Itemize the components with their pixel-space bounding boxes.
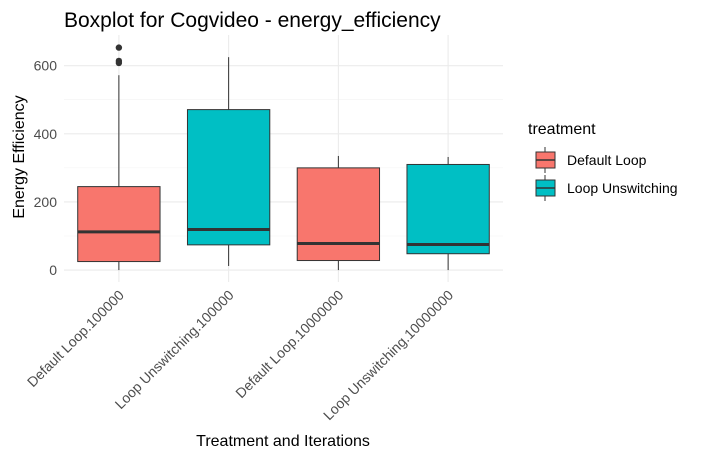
y-tick-label: 200 [34,194,58,210]
y-tick-label: 400 [34,126,58,142]
box-iqr [296,167,381,262]
y-tick-label: 600 [34,58,58,74]
box-iqr [186,109,271,246]
box-3 [406,156,490,271]
legend-title: treatment [528,121,596,138]
x-tick-label: Default Loop.100000 [24,287,127,390]
box-iqr [406,163,490,255]
x-tick-label: Loop Unswitching.10000000 [320,287,456,423]
x-axis-title: Treatment and Iterations [196,433,370,450]
box-iqr [77,186,161,263]
x-tick-label: Loop Unswitching.100000 [112,287,237,412]
legend-label: Loop Unswitching [567,180,678,196]
x-tick-label: Default Loop.10000000 [232,287,346,401]
outlier-point [115,44,123,51]
legend-item-1: Loop Unswitching [535,175,678,201]
box-0 [77,44,161,271]
legend-item-0: Default Loop [535,147,647,173]
boxes-layer [77,44,490,271]
outlier-point [115,59,123,67]
y-axis-ticks: 0 200 400 600 [34,58,58,278]
y-axis-title: Energy Efficiency [11,95,28,218]
chart-title: Boxplot for Cogvideo - energy_efficiency [64,9,441,32]
box-2 [296,155,381,271]
box-1 [186,57,271,266]
legend-label: Default Loop [567,152,647,168]
y-tick-label: 0 [49,262,57,278]
legend: treatment Default Loop Loop Unswitching [528,121,678,201]
